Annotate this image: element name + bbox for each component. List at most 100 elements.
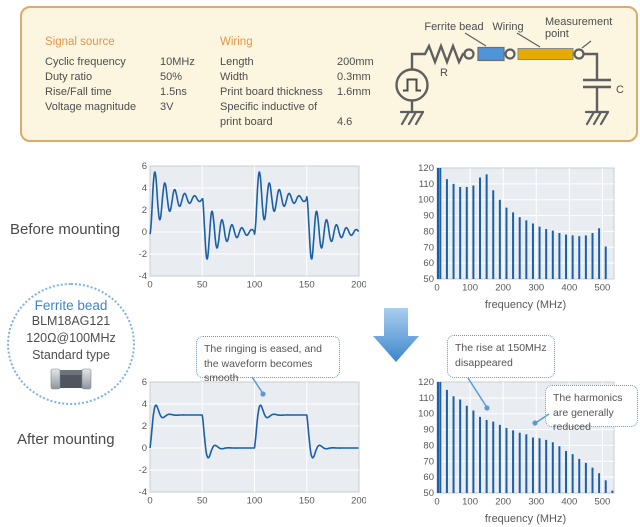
svg-text:0: 0 bbox=[142, 443, 147, 454]
svg-text:50: 50 bbox=[197, 496, 208, 507]
after-mounting-label: After mounting bbox=[17, 431, 115, 448]
svg-text:70: 70 bbox=[423, 456, 434, 467]
svg-text:100: 100 bbox=[418, 195, 434, 206]
svg-text:150: 150 bbox=[299, 280, 315, 291]
label-leader-lines bbox=[464, 32, 592, 49]
ground-icon bbox=[399, 110, 425, 126]
param-row: Cyclic frequency 10MHz bbox=[45, 55, 195, 70]
resistor-label: R bbox=[440, 67, 448, 79]
conditions-panel: Signal source Cyclic frequency 10MHz Dut… bbox=[20, 6, 638, 142]
svg-text:6: 6 bbox=[142, 377, 147, 388]
circuit-wires bbox=[410, 42, 599, 114]
param-value: 0.3mm bbox=[337, 71, 371, 83]
signal-source-section: Signal source Cyclic frequency 10MHz Dut… bbox=[45, 35, 195, 115]
svg-text:0: 0 bbox=[434, 283, 439, 294]
node-icon bbox=[504, 48, 516, 60]
pulse-source-icon bbox=[395, 68, 429, 102]
callout-text: The ringing is eased, and the waveform b… bbox=[204, 343, 322, 385]
param-label: Length bbox=[220, 56, 254, 68]
badge-part-number: BLM18AG121 bbox=[31, 314, 111, 328]
resistor-symbol bbox=[423, 42, 467, 66]
svg-text:50: 50 bbox=[197, 280, 208, 291]
param-value: 50% bbox=[160, 71, 183, 83]
param-row: Length 200mm bbox=[220, 55, 380, 70]
signal-source-heading: Signal source bbox=[45, 36, 115, 48]
svg-text:80: 80 bbox=[423, 226, 434, 237]
param-row: Voltage magnitude 3V bbox=[45, 100, 195, 115]
param-row: Specific inductive of print board 4.6 bbox=[220, 100, 380, 130]
svg-text:-2: -2 bbox=[139, 465, 147, 476]
capacitor-symbol bbox=[583, 78, 611, 89]
ferrite-bead-badge: Ferrite bead BLM18AG121 120Ω@100MHz Stan… bbox=[7, 283, 135, 405]
param-row: Width 0.3mm bbox=[220, 70, 380, 85]
down-arrow-icon bbox=[373, 308, 419, 362]
param-value: 4.6 bbox=[337, 116, 353, 128]
param-value: 1.5ns bbox=[160, 86, 187, 98]
svg-text:100: 100 bbox=[462, 283, 478, 294]
svg-text:60: 60 bbox=[423, 472, 434, 483]
param-value: 1.6mm bbox=[337, 86, 371, 98]
svg-text:-4: -4 bbox=[139, 487, 147, 498]
capacitor-label: C bbox=[616, 84, 624, 96]
ferrite-bead-label: Ferrite bead bbox=[424, 21, 483, 33]
param-label: Duty ratio bbox=[45, 71, 93, 83]
svg-text:110: 110 bbox=[419, 393, 434, 404]
svg-text:-4: -4 bbox=[139, 271, 147, 282]
before-spectrum-chart: 50 60 70 80 90 100 110 120 0 100 200 300 400 500 frequ… bbox=[418, 163, 615, 311]
measurement-point-label: Measurement bbox=[545, 16, 612, 28]
svg-text:300: 300 bbox=[528, 497, 544, 508]
svg-text:0: 0 bbox=[147, 280, 152, 291]
svg-text:400: 400 bbox=[561, 283, 577, 294]
circuit-diagram: Ferrite bead Wiring Measurement point R … bbox=[395, 16, 624, 126]
svg-text:2: 2 bbox=[142, 421, 147, 432]
after-waveform-chart: -4 -2 0 2 4 6 0 50 100 150 200 bbox=[139, 377, 366, 507]
svg-text:200: 200 bbox=[351, 496, 366, 507]
svg-text:90: 90 bbox=[423, 211, 434, 222]
svg-text:-2: -2 bbox=[139, 249, 147, 260]
svg-text:200: 200 bbox=[495, 497, 511, 508]
svg-text:100: 100 bbox=[247, 496, 263, 507]
param-row: Rise/Fall time 1.5ns bbox=[45, 85, 195, 100]
callout-waveform-smooth: The ringing is eased, and the waveform b… bbox=[196, 336, 340, 384]
ferrite-bead-symbol bbox=[477, 46, 505, 62]
svg-text:50: 50 bbox=[423, 274, 434, 285]
param-value: 3V bbox=[160, 101, 174, 113]
param-label: Voltage magnitude bbox=[45, 101, 137, 113]
svg-text:100: 100 bbox=[462, 497, 478, 508]
svg-text:200: 200 bbox=[351, 280, 366, 291]
svg-text:120: 120 bbox=[418, 163, 434, 174]
badge-impedance: 120Ω@100MHz bbox=[26, 331, 116, 345]
svg-text:frequency (MHz): frequency (MHz) bbox=[485, 513, 566, 525]
svg-text:70: 70 bbox=[423, 242, 434, 253]
svg-text:100: 100 bbox=[418, 409, 434, 420]
svg-text:80: 80 bbox=[423, 440, 434, 451]
param-row: Duty ratio 50% bbox=[45, 70, 195, 85]
chip-component-icon bbox=[50, 368, 92, 390]
wiring-heading: Wiring bbox=[220, 36, 253, 48]
svg-text:500: 500 bbox=[594, 497, 610, 508]
param-value: 200mm bbox=[337, 56, 374, 68]
svg-text:500: 500 bbox=[594, 283, 610, 294]
callout-rise-disappeared: The rise at 150MHz disappeared bbox=[447, 335, 555, 378]
svg-text:4: 4 bbox=[142, 399, 147, 410]
param-label: Cyclic frequency bbox=[45, 56, 126, 68]
svg-text:2: 2 bbox=[142, 205, 147, 216]
ground-icon bbox=[584, 110, 610, 126]
measurement-point-label: point bbox=[545, 28, 569, 40]
svg-text:150: 150 bbox=[299, 496, 315, 507]
param-label: Rise/Fall time bbox=[45, 86, 112, 98]
callout-text: The rise at 150MHz disappeared bbox=[455, 342, 547, 369]
param-value: 10MHz bbox=[160, 56, 195, 68]
node-icon bbox=[463, 48, 475, 60]
svg-text:0: 0 bbox=[142, 227, 147, 238]
svg-text:0: 0 bbox=[434, 497, 439, 508]
param-label: Width bbox=[220, 71, 249, 83]
svg-text:300: 300 bbox=[528, 283, 544, 294]
svg-text:0: 0 bbox=[147, 496, 152, 507]
svg-text:110: 110 bbox=[419, 179, 434, 190]
before-mounting-label: Before mounting bbox=[10, 221, 121, 238]
measurement-node-icon bbox=[573, 48, 585, 60]
wiring-label: Wiring bbox=[492, 21, 523, 33]
after-spectrum-chart: 50 60 70 80 90 100 110 120 0 100 200 300 400 500 frequ… bbox=[418, 377, 615, 525]
